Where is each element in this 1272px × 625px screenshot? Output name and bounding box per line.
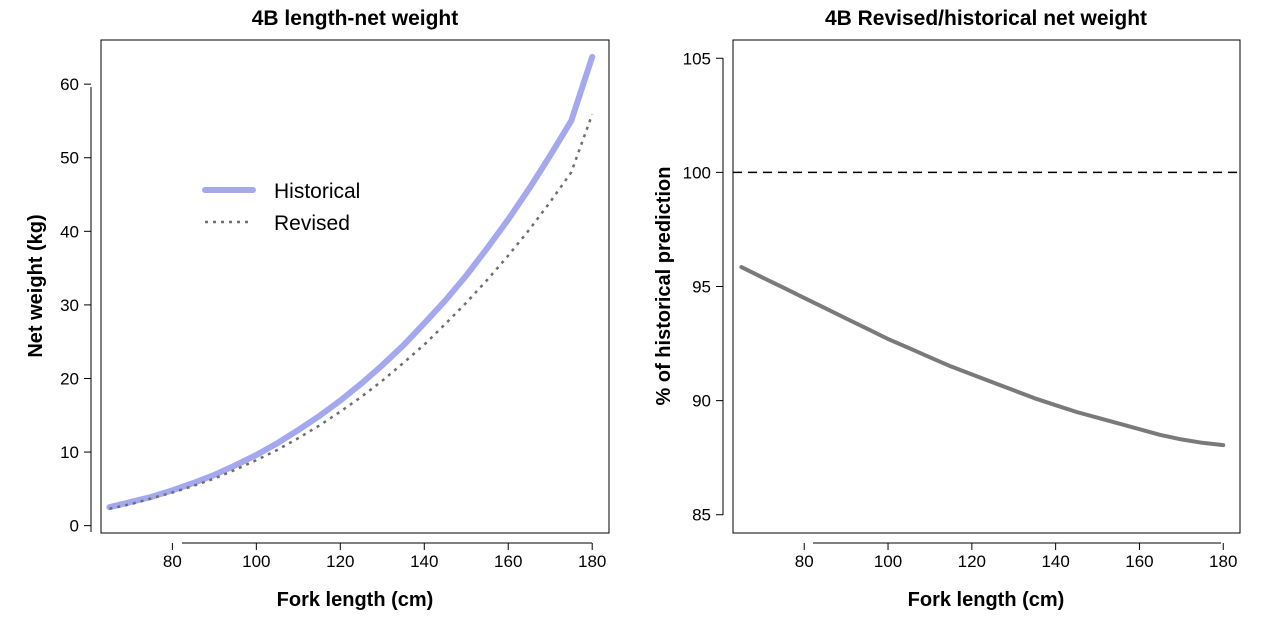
- series-line-revised: [109, 113, 594, 510]
- y-tick-label: 100: [683, 163, 711, 182]
- x-tick-label: 80: [163, 552, 182, 571]
- length-weight-panel: 4B length-net weight 80 100 120 140 160 180 0 1…: [25, 7, 610, 611]
- x-tick-label: 140: [1041, 552, 1069, 571]
- y-tick-label: 90: [692, 392, 711, 411]
- x-tick-label: 100: [874, 552, 902, 571]
- series-line-ratio: [739, 265, 1226, 448]
- x-tick-label: 180: [578, 552, 606, 571]
- x-axis-label: Fork length (cm): [277, 589, 434, 611]
- y-tick-label: 0: [70, 517, 79, 536]
- y-tick-label: 20: [60, 369, 79, 388]
- x-tick-label: 80: [795, 552, 814, 571]
- x-tick-label: 120: [958, 552, 986, 571]
- plot-frame: [732, 39, 1241, 534]
- y-tick-label: 10: [60, 443, 79, 462]
- legend: Historical Revised: [202, 180, 360, 235]
- y-axis-label: % of historical prediction: [653, 167, 675, 406]
- x-tick-label: 160: [1125, 552, 1153, 571]
- chart-title: 4B length-net weight: [252, 7, 459, 30]
- y-tick-label: 85: [692, 506, 711, 525]
- y-axis-label: Net weight (kg): [25, 214, 47, 357]
- series-group: [106, 53, 596, 511]
- legend-label-revised: Revised: [274, 212, 350, 235]
- y-tick-label: 50: [60, 149, 79, 168]
- y-tick-label: 105: [683, 49, 711, 68]
- plot-frame: [100, 39, 610, 534]
- y-tick-label: 30: [60, 296, 79, 315]
- ratio-panel: 4B Revised/historical net weight 80 100 12…: [653, 7, 1241, 611]
- tick-group: 80 100 120 140 160 180 0 10 20 30 40 50 60: [60, 75, 606, 571]
- series-line-historical: [106, 53, 596, 511]
- y-tick-label: 40: [60, 222, 79, 241]
- x-tick-label: 140: [410, 552, 438, 571]
- chart-title: 4B Revised/historical net weight: [825, 7, 1147, 30]
- x-axis-label: Fork length (cm): [908, 589, 1065, 611]
- x-tick-label: 180: [1209, 552, 1237, 571]
- y-tick-label: 95: [692, 278, 711, 297]
- y-tick-label: 60: [60, 75, 79, 94]
- x-tick-label: 100: [242, 552, 270, 571]
- series-group: [733, 171, 1240, 448]
- legend-label-historical: Historical: [274, 180, 360, 203]
- x-tick-label: 160: [494, 552, 522, 571]
- x-tick-label: 120: [326, 552, 354, 571]
- tick-group: 80 100 120 140 160 180 85 90 95 100 105: [683, 49, 1238, 571]
